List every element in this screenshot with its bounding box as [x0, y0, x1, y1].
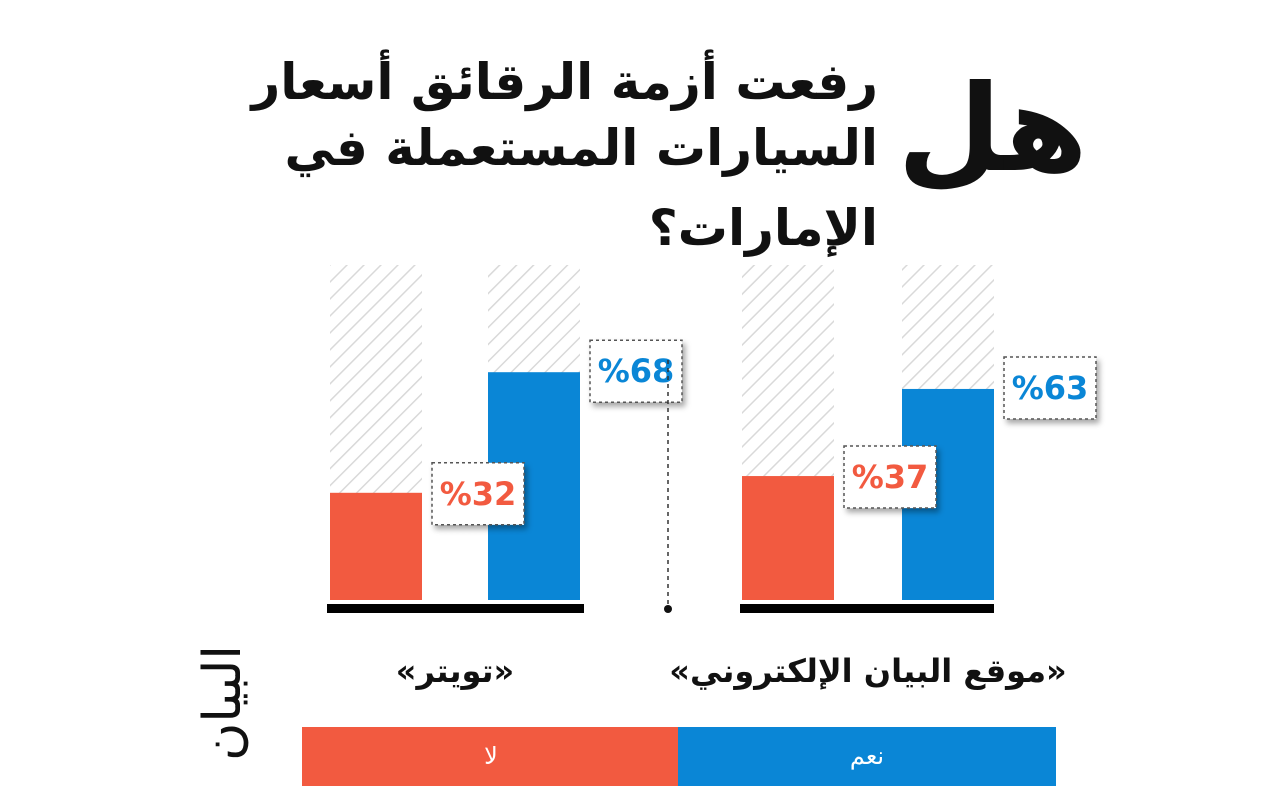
bar-no	[742, 476, 834, 600]
legend-no-label: لا	[484, 742, 498, 770]
bar-track	[330, 265, 422, 600]
axis-baseline	[740, 604, 994, 613]
title-line-1: رفعت أزمة الرقائق أسعار	[251, 53, 878, 111]
title-line-2: السيارات المستعملة في	[284, 119, 878, 177]
legend-no: لا	[302, 727, 680, 786]
category-label: «تويتر»	[396, 652, 514, 690]
bar-no	[330, 492, 422, 600]
bar-track	[488, 265, 580, 600]
category-label: «موقع البيان الإلكتروني»	[669, 652, 1066, 690]
bar-yes	[488, 372, 580, 600]
logo-text: البيان	[193, 645, 253, 761]
newspaper-logo: البيان	[188, 618, 258, 788]
title-line-3: الإمارات؟	[648, 199, 878, 257]
legend-yes: نعم	[678, 727, 1056, 786]
value-callout-box	[1003, 356, 1097, 420]
value-label-no: %32	[440, 475, 517, 513]
value-label-yes: %68	[598, 352, 675, 390]
value-callout-box	[431, 462, 525, 526]
value-callout-box	[589, 339, 683, 403]
legend-yes-label: نعم	[849, 742, 885, 770]
group-divider-dot	[664, 605, 672, 613]
bar-track	[742, 265, 834, 600]
bar-yes	[902, 388, 994, 600]
bar-track	[902, 265, 994, 600]
value-callout-box	[843, 445, 937, 509]
value-label-no: %37	[852, 458, 929, 496]
value-label-yes: %63	[1012, 369, 1089, 407]
title-question-word: هل	[897, 60, 1088, 199]
axis-baseline	[327, 604, 584, 613]
